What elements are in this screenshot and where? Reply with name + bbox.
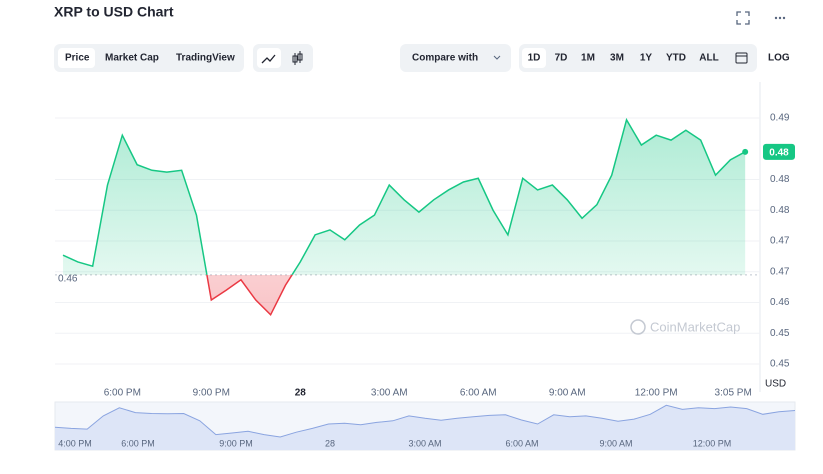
calendar-icon[interactable] [735, 52, 748, 64]
candle-icon[interactable] [292, 51, 303, 65]
title: XRP to USD Chart [54, 4, 174, 20]
navigator-label: 12:00 PM [693, 438, 732, 448]
range-active [522, 48, 546, 68]
compare-select[interactable] [400, 44, 511, 72]
baseline-label: 0.46 [58, 273, 78, 284]
navigator-label: 9:00 PM [219, 438, 253, 448]
watermark: CoinMarketCap [650, 319, 740, 334]
watermark-logo [630, 319, 646, 335]
last-point [742, 148, 749, 155]
range-btn[interactable]: 1D [528, 53, 541, 64]
x-tick-label: 3:05 PM [715, 388, 752, 399]
log-toggle[interactable] [760, 44, 794, 72]
y-tick-label: 0.48 [770, 174, 790, 185]
compare-label: Compare with [412, 53, 478, 64]
navigator-area [55, 405, 795, 450]
x-tick-label: 6:00 AM [460, 388, 497, 399]
more-icon[interactable] [774, 16, 786, 20]
x-tick-label: 12:00 PM [635, 388, 678, 399]
area-down [206, 274, 293, 315]
y-tick-label: 0.48 [770, 205, 790, 216]
range-btn[interactable]: YTD [666, 53, 686, 64]
line-type-btn[interactable] [257, 48, 281, 68]
x-tick-label: 6:00 PM [104, 388, 141, 399]
y-tick-label: 0.47 [770, 236, 790, 247]
navigator-label: 28 [325, 438, 335, 448]
range-group [519, 44, 757, 72]
navigator-label: 6:00 PM [121, 438, 155, 448]
navigator-label: 9:00 AM [599, 438, 632, 448]
x-tick-label: 3:00 AM [371, 388, 408, 399]
tab[interactable]: TradingView [176, 53, 235, 64]
area-up [63, 119, 746, 275]
tab[interactable]: Price [65, 53, 90, 64]
range-btn[interactable]: 3M [610, 53, 624, 64]
price-badge-label: 0.48 [769, 147, 789, 158]
price-badge [763, 143, 795, 160]
y-tick-label: 0.47 [770, 266, 790, 277]
log-label: LOG [768, 53, 790, 64]
x-tick-label: 9:00 AM [549, 388, 586, 399]
tab[interactable]: Market Cap [105, 53, 159, 64]
navigator-label: 6:00 AM [505, 438, 538, 448]
y-tick-label: 0.49 [770, 113, 790, 124]
range-btn[interactable]: 1Y [640, 53, 653, 64]
y-tick-label: 0.46 [770, 297, 790, 308]
tab-group [54, 44, 244, 72]
navigator-label: 3:00 AM [408, 438, 441, 448]
navigator-label: 4:00 PM [58, 438, 92, 448]
chevron [493, 55, 501, 60]
navigator-line [54, 404, 796, 438]
tab-active [58, 48, 95, 68]
x-tick-label: 28 [295, 388, 307, 399]
range-btn[interactable]: 7D [555, 53, 568, 64]
y-tick-label: 0.45 [770, 359, 790, 370]
y-tick-label: 0.45 [770, 328, 790, 339]
range-btn[interactable]: 1M [581, 53, 595, 64]
x-tick-label: 9:00 PM [193, 388, 230, 399]
fullscreen-icon[interactable] [736, 11, 750, 25]
price-line [62, 117, 746, 275]
line-icon [261, 54, 276, 64]
y-unit: USD [765, 379, 786, 390]
range-btn[interactable]: ALL [699, 53, 718, 64]
